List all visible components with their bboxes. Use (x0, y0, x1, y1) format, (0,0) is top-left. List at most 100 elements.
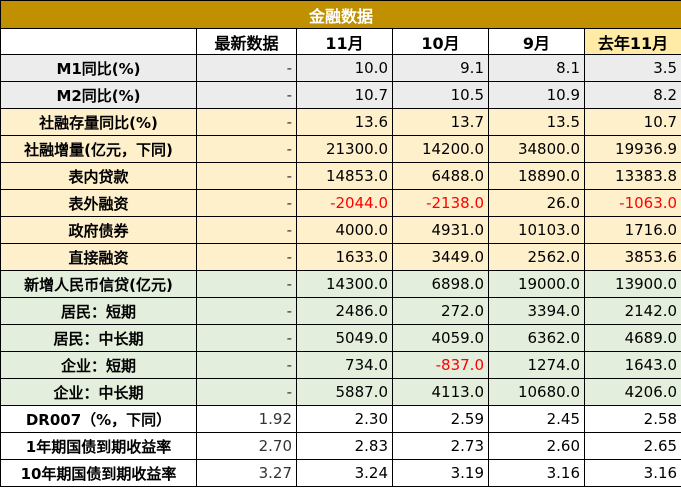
nov-value-cell: 21300.0 (296, 135, 393, 163)
oct-value-cell: 4113.0 (392, 378, 489, 406)
table-row: 居民：短期 -2486.0 272.0 3394.0 2142.0 (0, 297, 681, 325)
nov-value-cell: 734.0 (296, 351, 393, 379)
last-year-nov-value-cell: 3.5 (583, 54, 681, 82)
latest-value-cell: - (196, 297, 297, 325)
latest-value-cell: - (196, 216, 297, 244)
nov-value-cell: 13.6 (296, 108, 393, 136)
oct-value-cell: 10.5 (392, 81, 489, 109)
oct-value-cell: -2138.0 (392, 189, 489, 217)
row-label: 表内贷款 (0, 162, 197, 190)
last-year-nov-value-cell: 2.65 (583, 432, 681, 460)
nov-value-cell: 3.24 (296, 459, 393, 487)
row-label: 10年期国债到期收益率 (0, 459, 197, 487)
sep-value-cell: 10.9 (488, 81, 585, 109)
latest-value-cell: - (196, 351, 297, 379)
last-year-nov-value-cell: 8.2 (583, 81, 681, 109)
sep-value-cell: 10103.0 (488, 216, 585, 244)
last-year-nov-value-cell: 10.7 (583, 108, 681, 136)
column-header-row: 最新数据 11月 10月 9月 去年11月 (0, 28, 681, 55)
sep-value-cell: 34800.0 (488, 135, 585, 163)
table-row: 10年期国债到期收益率 3.27 3.24 3.19 3.16 3.16 (0, 459, 681, 487)
row-label: M1同比(%) (0, 54, 197, 82)
row-label: DR007（%，下同） (0, 405, 197, 433)
last-year-nov-value-cell: 3.16 (583, 459, 681, 487)
latest-value-cell: 3.27 (196, 459, 297, 487)
latest-value-cell: - (196, 54, 297, 82)
oct-value-cell: 14200.0 (392, 135, 489, 163)
row-label: M2同比(%) (0, 81, 197, 109)
column-header-latest: 最新数据 (196, 28, 297, 55)
column-header-sep: 9月 (488, 28, 585, 55)
nov-value-cell: 2486.0 (296, 297, 393, 325)
row-label: 企业：短期 (0, 351, 197, 379)
latest-value-cell: - (196, 81, 297, 109)
nov-value-cell: 10.7 (296, 81, 393, 109)
latest-value-cell: - (196, 135, 297, 163)
sep-value-cell: 2562.0 (488, 243, 585, 271)
oct-value-cell: 3.19 (392, 459, 489, 487)
nov-value-cell: 4000.0 (296, 216, 393, 244)
last-year-nov-value-cell: 13900.0 (583, 270, 681, 298)
row-label: 政府债券 (0, 216, 197, 244)
table-row: 表外融资 - -2044.0 -2138.0 26.0 -1063.0 (0, 189, 681, 217)
last-year-nov-value-cell: 2142.0 (583, 297, 681, 325)
sep-value-cell: 13.5 (488, 108, 585, 136)
row-label: 直接融资 (0, 243, 197, 271)
sep-value-cell: 3.16 (488, 459, 585, 487)
table-row: 新增人民币信贷(亿元) -14300.0 6898.0 19000.0 13900.0 (0, 270, 681, 298)
last-year-nov-value-cell: 13383.8 (583, 162, 681, 190)
sep-value-cell: 26.0 (488, 189, 585, 217)
row-label: 居民：中长期 (0, 324, 197, 352)
table-title: 金融数据 (0, 0, 681, 29)
oct-value-cell: 272.0 (392, 297, 489, 325)
row-label: 1年期国债到期收益率 (0, 432, 197, 460)
last-year-nov-value-cell: 4689.0 (583, 324, 681, 352)
oct-value-cell: 3449.0 (392, 243, 489, 271)
latest-value-cell: - (196, 108, 297, 136)
latest-value-cell: - (196, 378, 297, 406)
sep-value-cell: 18890.0 (488, 162, 585, 190)
sep-value-cell: 6362.0 (488, 324, 585, 352)
latest-value-cell: - (196, 162, 297, 190)
last-year-nov-value-cell: 2.58 (583, 405, 681, 433)
latest-value-cell: 2.70 (196, 432, 297, 460)
column-header-oct: 10月 (392, 28, 489, 55)
table-row: 企业：短期 -734.0 -837.0 1274.0 1643.0 (0, 351, 681, 379)
last-year-nov-value-cell: 1716.0 (583, 216, 681, 244)
sep-value-cell: 8.1 (488, 54, 585, 82)
table-row: DR007（%，下同） 1.92 2.30 2.59 2.45 2.58 (0, 405, 681, 433)
oct-value-cell: 6898.0 (392, 270, 489, 298)
oct-value-cell: 2.59 (392, 405, 489, 433)
sep-value-cell: 2.60 (488, 432, 585, 460)
oct-value-cell: 6488.0 (392, 162, 489, 190)
nov-value-cell: 2.30 (296, 405, 393, 433)
nov-value-cell: 5887.0 (296, 378, 393, 406)
latest-value-cell: 1.92 (196, 405, 297, 433)
nov-value-cell: 14300.0 (296, 270, 393, 298)
latest-value-cell: - (196, 189, 297, 217)
nov-value-cell: -2044.0 (296, 189, 393, 217)
sep-value-cell: 1274.0 (488, 351, 585, 379)
oct-value-cell: 4931.0 (392, 216, 489, 244)
nov-value-cell: 2.83 (296, 432, 393, 460)
table-row: 1年期国债到期收益率 2.70 2.83 2.73 2.60 2.65 (0, 432, 681, 460)
table-row: 企业：中长期 -5887.0 4113.0 10680.0 4206.0 (0, 378, 681, 406)
table-row: 表内贷款 -14853.0 6488.0 18890.0 13383.8 (0, 162, 681, 190)
last-year-nov-value-cell: -1063.0 (583, 189, 681, 217)
row-label: 社融增量(亿元，下同) (0, 135, 197, 163)
row-label: 新增人民币信贷(亿元) (0, 270, 197, 298)
last-year-nov-value-cell: 19936.9 (583, 135, 681, 163)
table-row: 社融存量同比(%) -13.6 13.7 13.5 10.7 (0, 108, 681, 136)
oct-value-cell: -837.0 (392, 351, 489, 379)
row-label: 居民：短期 (0, 297, 197, 325)
table-body: M1同比(%) -10.0 9.1 8.1 3.5 M2同比(%) -10.7 10.5 10.… (0, 54, 681, 487)
latest-value-cell: - (196, 270, 297, 298)
oct-value-cell: 4059.0 (392, 324, 489, 352)
last-year-nov-value-cell: 3853.6 (583, 243, 681, 271)
oct-value-cell: 9.1 (392, 54, 489, 82)
nov-value-cell: 10.0 (296, 54, 393, 82)
latest-value-cell: - (196, 243, 297, 271)
table-row: 社融增量(亿元，下同) -21300.0 14200.0 34800.0 19936.9 (0, 135, 681, 163)
column-header-label (0, 28, 197, 55)
table-row: 直接融资 -1633.0 3449.0 2562.0 3853.6 (0, 243, 681, 271)
